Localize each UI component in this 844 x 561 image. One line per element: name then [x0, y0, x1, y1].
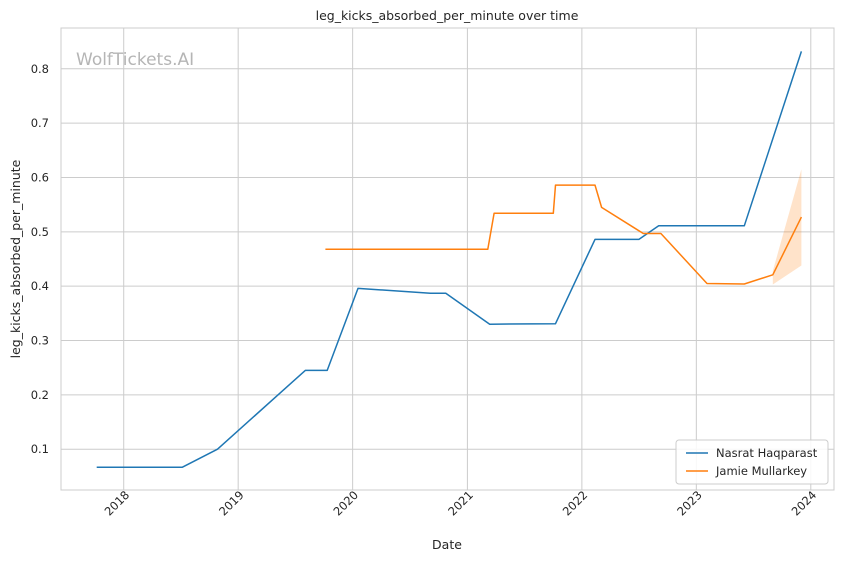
x-tick-label: 2021 [445, 488, 476, 519]
watermark: WolfTickets.AI [76, 50, 194, 70]
legend: Nasrat Haqparast Jamie Mullarkey [675, 439, 829, 485]
y-tick-label: 0.4 [31, 279, 49, 293]
y-tick-label: 0.8 [31, 62, 49, 76]
x-tick-label: 2020 [331, 488, 362, 519]
legend-box [675, 439, 829, 485]
y-tick-label: 0.1 [31, 442, 49, 456]
series-line-nasrat-haqparast [96, 51, 803, 468]
x-tick-label: 2018 [102, 488, 133, 519]
series-lines [96, 51, 803, 468]
plot-area [60, 27, 835, 491]
y-tick-labels: 0.1 0.2 0.3 0.4 0.5 0.6 0.7 0.8 [31, 62, 49, 456]
y-tick-label: 0.7 [31, 116, 49, 130]
y-tick-label: 0.6 [31, 170, 49, 184]
y-tick-label: 0.5 [31, 225, 49, 239]
y-tick-label: 0.2 [31, 388, 49, 402]
x-tick-label: 2023 [674, 488, 705, 519]
x-axis-title: Date [432, 537, 462, 552]
grid [61, 28, 834, 490]
chart-title: leg_kicks_absorbed_per_minute over time [316, 8, 579, 23]
legend-label-jamie-mullarkey: Jamie Mullarkey [715, 464, 807, 478]
confidence-bands [772, 169, 802, 285]
x-tick-label: 2024 [789, 488, 820, 519]
confidence-band-jamie-mullarkey [772, 169, 802, 285]
x-tick-label: 2022 [560, 488, 591, 519]
x-tick-labels: 2018 2019 2020 2021 2022 2023 2024 [102, 488, 820, 519]
series-line-jamie-mullarkey [325, 184, 803, 285]
y-axis-title: leg_kicks_absorbed_per_minute [8, 159, 23, 358]
y-tick-label: 0.3 [31, 334, 49, 348]
legend-label-nasrat-haqparast: Nasrat Haqparast [716, 446, 818, 460]
x-tick-label: 2019 [216, 488, 247, 519]
